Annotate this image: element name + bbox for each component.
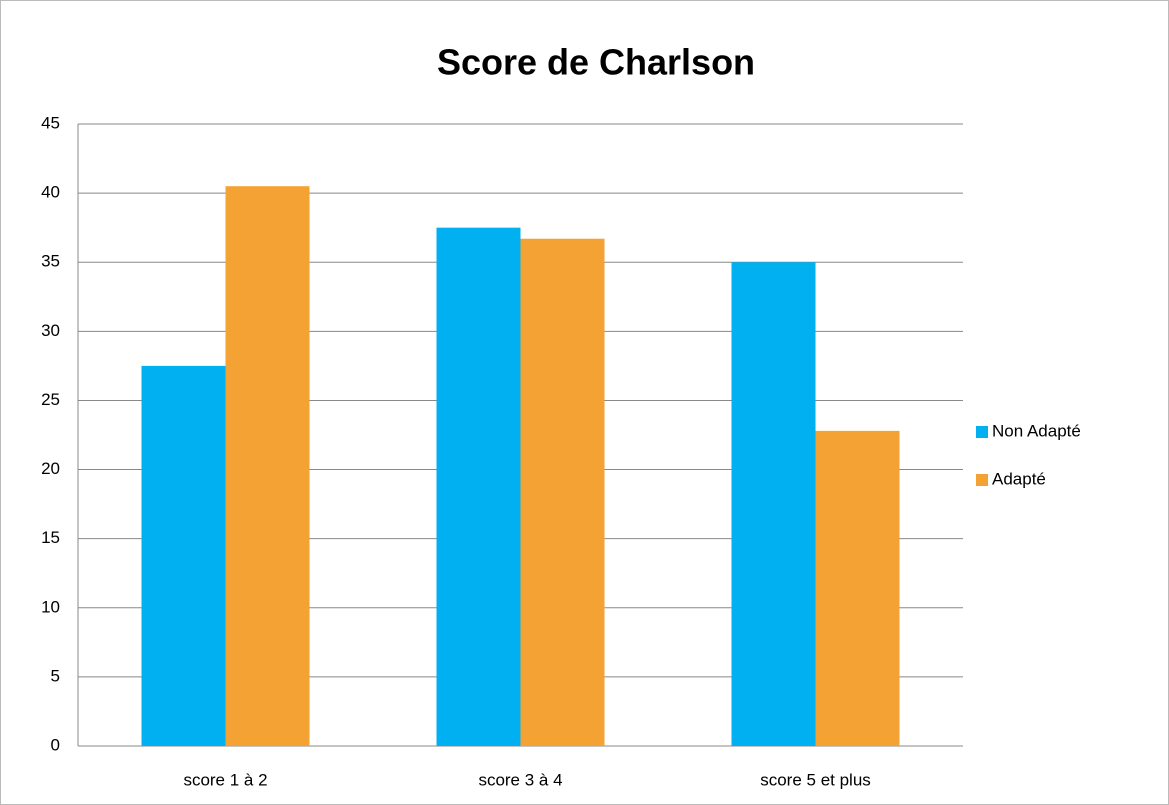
y-tick-label: 45 (41, 113, 60, 132)
legend-swatch (976, 426, 988, 438)
bar (815, 430, 900, 746)
legend-label: Non Adapté (992, 421, 1081, 440)
legend-label: Adapté (992, 469, 1046, 488)
y-tick-label: 10 (41, 597, 60, 616)
y-tick-label: 15 (41, 528, 60, 547)
y-tick-label: 20 (41, 459, 60, 478)
bar (731, 262, 816, 746)
bar (436, 227, 521, 746)
x-tick-label: score 1 à 2 (183, 770, 267, 789)
y-tick-label: 35 (41, 252, 60, 271)
bar (141, 365, 226, 746)
x-tick-label: score 3 à 4 (478, 770, 562, 789)
chart-title: Score de Charlson (437, 42, 755, 83)
y-tick-label: 5 (51, 666, 60, 685)
bar (520, 238, 605, 747)
y-tick-label: 40 (41, 183, 60, 202)
y-tick-label: 25 (41, 390, 60, 409)
y-tick-label: 0 (51, 735, 60, 754)
y-tick-label: 30 (41, 321, 60, 340)
x-tick-label: score 5 et plus (760, 770, 871, 789)
bar (225, 186, 310, 746)
legend-swatch (976, 474, 988, 486)
